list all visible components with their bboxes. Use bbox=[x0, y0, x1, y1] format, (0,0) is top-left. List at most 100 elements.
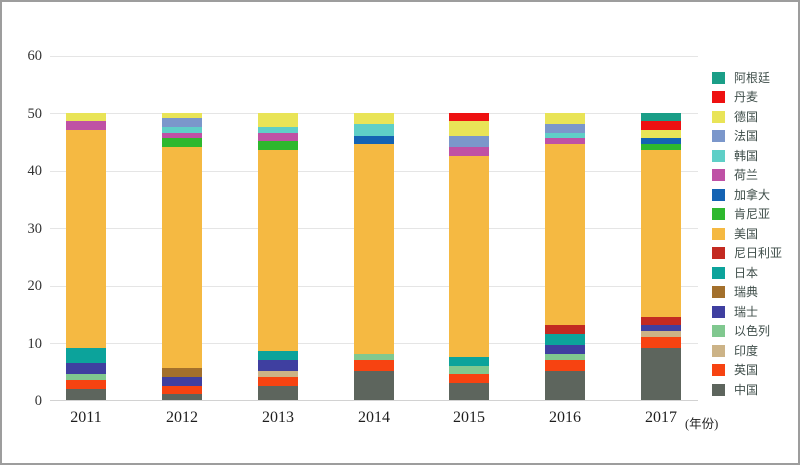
legend-label: 瑞典 bbox=[734, 285, 759, 300]
legend-swatch-icon bbox=[712, 110, 725, 123]
legend-label: 德国 bbox=[734, 109, 759, 124]
bar-segment bbox=[641, 336, 681, 349]
bar-segment bbox=[354, 112, 394, 124]
x-axis-unit-label: (年份) bbox=[685, 417, 719, 431]
legend-label: 尼日利亚 bbox=[734, 246, 783, 261]
bar-2015 bbox=[449, 112, 489, 400]
bar-segment bbox=[162, 118, 202, 127]
bar-segment bbox=[641, 144, 681, 150]
bar-segment bbox=[641, 331, 681, 337]
legend-swatch-icon bbox=[712, 383, 725, 396]
bar-segment bbox=[258, 371, 298, 377]
legend-label: 美国 bbox=[734, 226, 759, 241]
legend-swatch-icon bbox=[712, 130, 725, 143]
legend-swatch-icon bbox=[712, 364, 725, 377]
bar-2016 bbox=[545, 112, 585, 400]
x-axis-tick-label: 2016 bbox=[549, 409, 581, 426]
x-axis-tick-label: 2011 bbox=[70, 409, 102, 426]
bar-segment bbox=[258, 377, 298, 386]
legend-item: 加拿大 bbox=[712, 185, 782, 205]
bar-segment bbox=[641, 121, 681, 130]
bar-segment bbox=[162, 377, 202, 386]
legend-swatch-icon bbox=[712, 266, 725, 279]
legend-swatch-icon bbox=[712, 71, 725, 84]
legend-item: 美国 bbox=[712, 224, 782, 244]
y-axis-tick-label: 50 bbox=[27, 105, 43, 122]
y-axis-tick-label: 10 bbox=[27, 335, 43, 352]
bar-segment bbox=[162, 147, 202, 369]
bar-segment bbox=[545, 144, 585, 326]
bar-segment bbox=[449, 382, 489, 400]
legend-swatch-icon bbox=[712, 305, 725, 318]
legend-label: 印度 bbox=[734, 343, 759, 358]
legend-label: 法国 bbox=[734, 129, 759, 144]
legend-label: 英国 bbox=[734, 363, 759, 378]
bar-segment bbox=[449, 356, 489, 366]
bar-segment bbox=[449, 147, 489, 156]
bar-segment bbox=[545, 345, 585, 354]
bar-segment bbox=[354, 135, 394, 145]
legend-item: 瑞士 bbox=[712, 302, 782, 322]
gridline bbox=[50, 55, 698, 57]
bar-segment bbox=[641, 138, 681, 145]
x-axis-tick-label: 2012 bbox=[166, 409, 198, 426]
bar-segment bbox=[641, 129, 681, 139]
legend-item: 以色列 bbox=[712, 322, 782, 342]
legend-label: 瑞士 bbox=[734, 304, 759, 319]
bar-segment bbox=[66, 379, 106, 389]
y-axis-tick-label: 20 bbox=[27, 278, 43, 294]
legend-item: 韩国 bbox=[712, 146, 782, 166]
legend-item: 德国 bbox=[712, 107, 782, 127]
bar-segment bbox=[545, 138, 585, 145]
bar-segment bbox=[162, 368, 202, 377]
bar-segment bbox=[258, 149, 298, 352]
bar-segment bbox=[258, 351, 298, 360]
bar-segment bbox=[162, 394, 202, 400]
bar-segment bbox=[162, 126, 202, 133]
bar-segment bbox=[354, 144, 394, 354]
legend-item: 英国 bbox=[712, 361, 782, 381]
bar-segment bbox=[641, 316, 681, 326]
legend-label: 加拿大 bbox=[734, 187, 771, 202]
legend-swatch-icon bbox=[712, 169, 725, 182]
bar-segment bbox=[258, 359, 298, 372]
bar-2013 bbox=[258, 112, 298, 400]
legend-swatch-icon bbox=[712, 91, 725, 104]
legend-swatch-icon bbox=[712, 188, 725, 201]
bar-segment bbox=[258, 112, 298, 127]
bar-segment bbox=[66, 374, 106, 380]
legend-item: 尼日利亚 bbox=[712, 244, 782, 264]
bar-segment bbox=[162, 112, 202, 119]
bar-segment bbox=[66, 112, 106, 122]
bar-segment bbox=[545, 124, 585, 133]
bar-segment bbox=[449, 121, 489, 136]
bar-segment bbox=[66, 388, 106, 400]
y-axis-tick-label: 30 bbox=[27, 220, 43, 237]
bar-2011 bbox=[66, 112, 106, 400]
bar-segment bbox=[258, 132, 298, 142]
legend-swatch-icon bbox=[712, 286, 725, 299]
x-axis-tick-label: 2015 bbox=[453, 409, 485, 426]
bar-segment bbox=[545, 325, 585, 334]
legend-item: 法国 bbox=[712, 127, 782, 147]
legend-label: 阿根廷 bbox=[734, 70, 771, 85]
bar-segment bbox=[545, 359, 585, 372]
bar-segment bbox=[354, 124, 394, 136]
legend-swatch-icon bbox=[712, 227, 725, 240]
x-axis-tick-label: 2017 bbox=[645, 409, 677, 426]
bar-segment bbox=[66, 348, 106, 363]
bar-segment bbox=[354, 371, 394, 400]
legend-label: 日本 bbox=[734, 265, 759, 280]
y-axis-tick-label: 40 bbox=[27, 163, 43, 179]
bar-segment bbox=[258, 141, 298, 150]
bar-segment bbox=[545, 132, 585, 139]
y-axis-tick-label: 0 bbox=[34, 393, 42, 409]
bar-segment bbox=[449, 135, 489, 147]
bar-segment bbox=[66, 121, 106, 130]
legend-item: 瑞典 bbox=[712, 283, 782, 303]
legend-item: 日本 bbox=[712, 263, 782, 283]
plot-area bbox=[50, 55, 698, 401]
bar-segment bbox=[354, 359, 394, 372]
bar-segment bbox=[449, 374, 489, 383]
